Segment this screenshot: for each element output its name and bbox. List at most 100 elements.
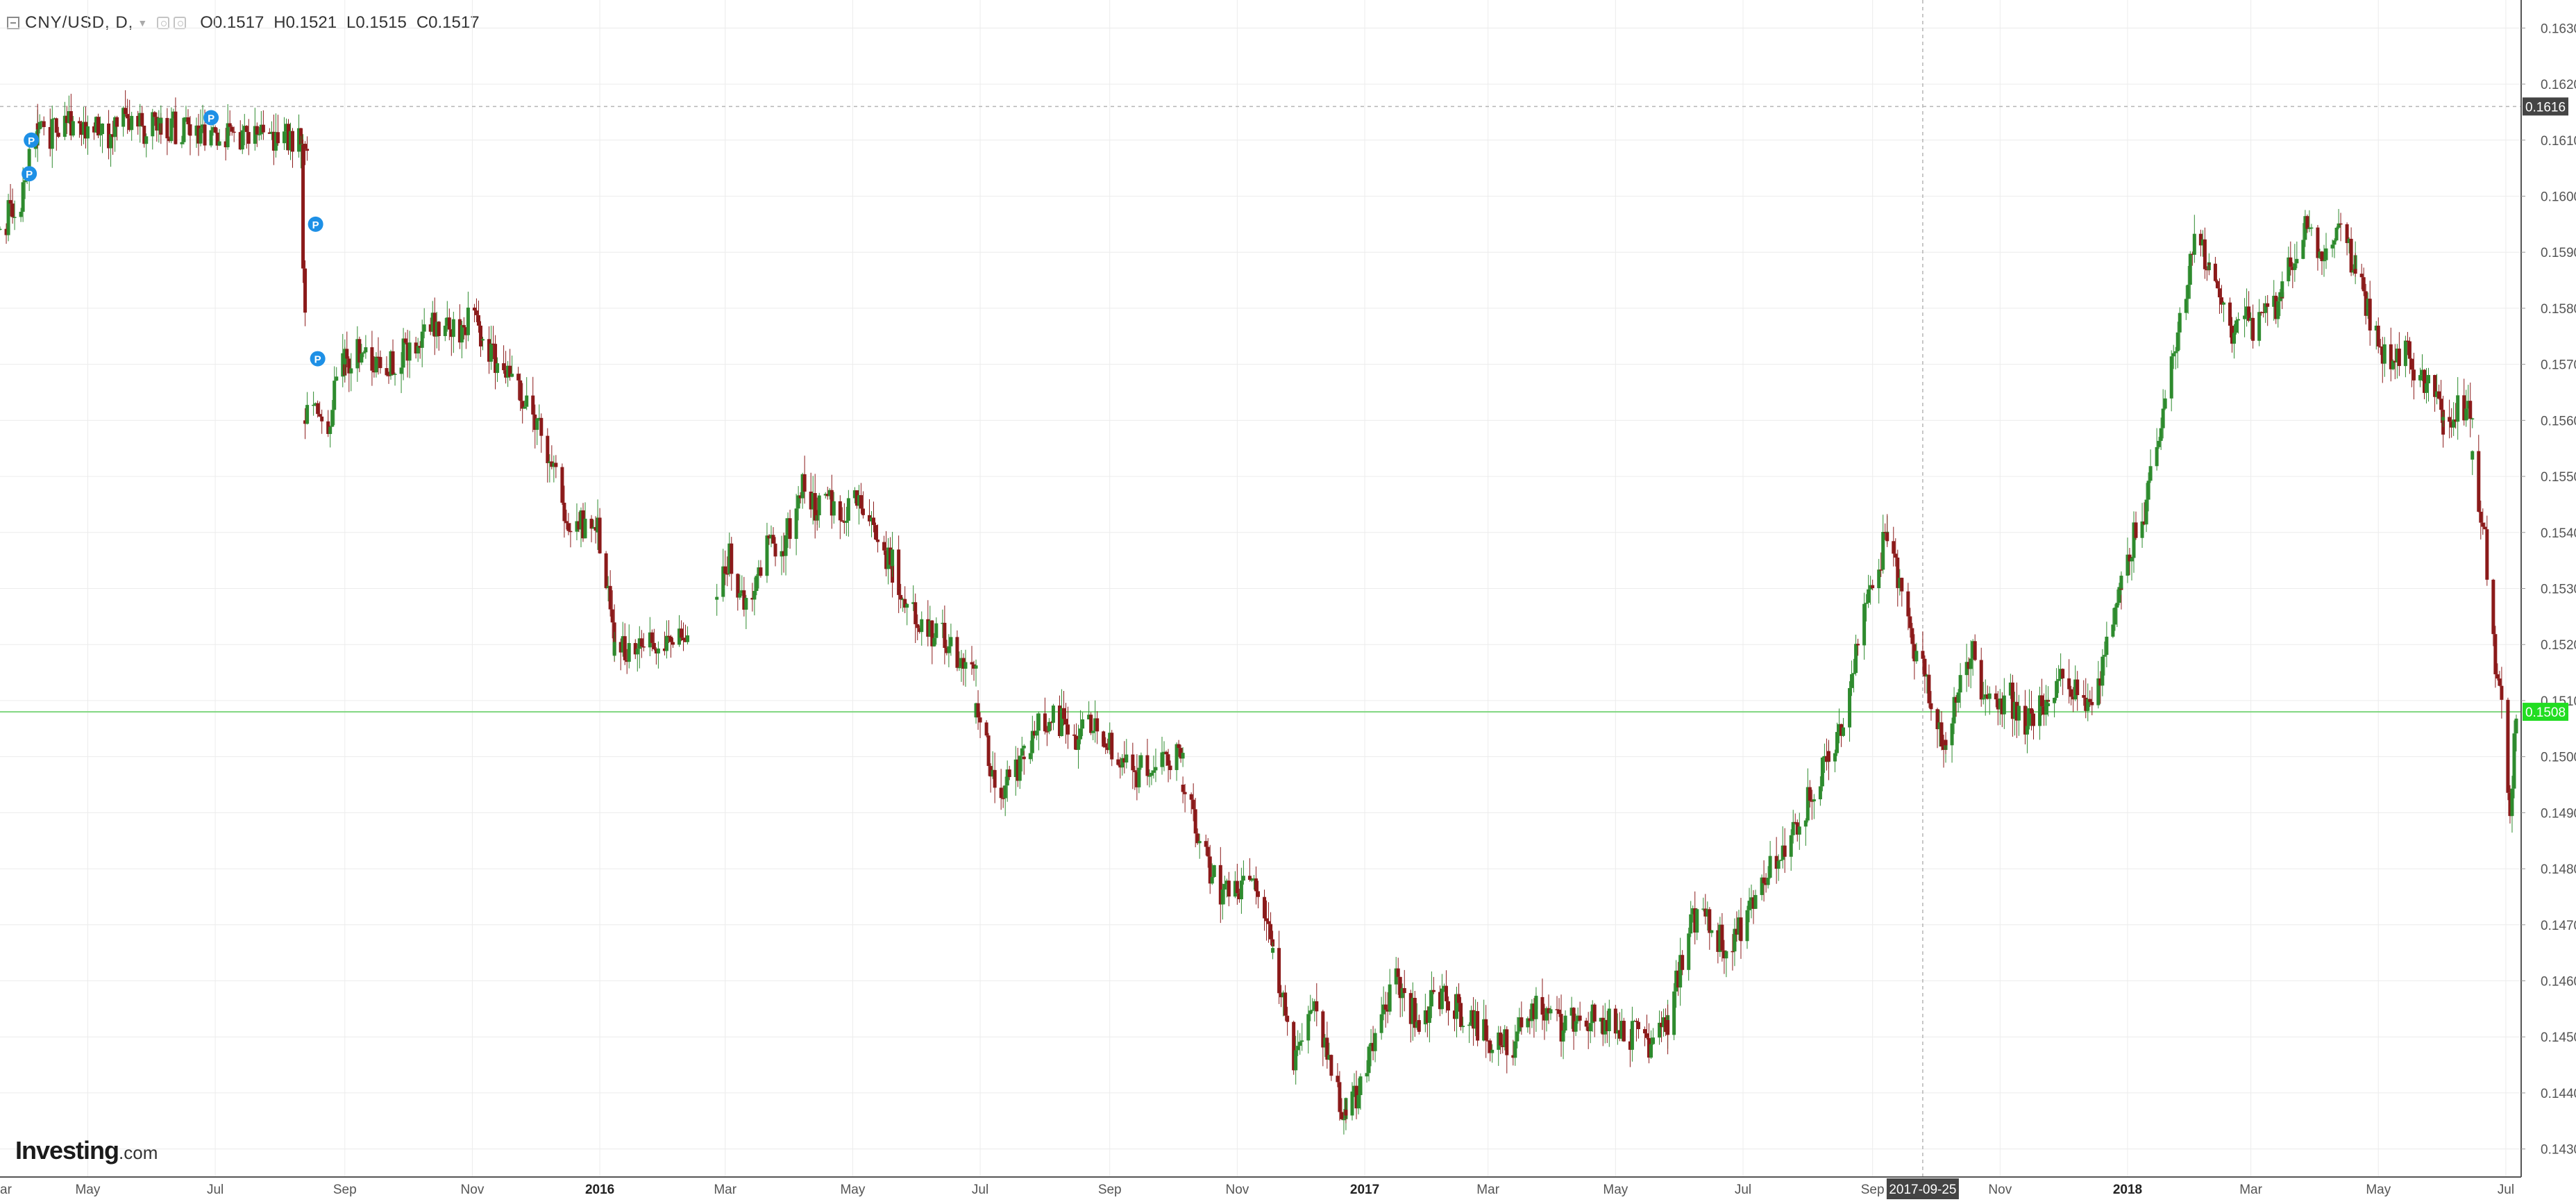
time-axis[interactable]: ar May Jul Sep Nov 2016 Mar May Jul Sep Nov 2017 Mar… bbox=[0, 1183, 2514, 1197]
candle-body bbox=[167, 138, 171, 142]
candle-body bbox=[305, 405, 310, 424]
candle-body bbox=[107, 123, 111, 149]
candle-body bbox=[1751, 897, 1756, 909]
candle-body bbox=[2014, 701, 2019, 721]
chevron-down-icon[interactable]: ▼ bbox=[137, 17, 148, 28]
candle-body bbox=[1864, 603, 1869, 604]
settings-icon[interactable] bbox=[157, 17, 170, 29]
candle-body bbox=[974, 703, 978, 718]
candle-body bbox=[2483, 526, 2487, 530]
collapse-legend-icon[interactable] bbox=[7, 17, 19, 29]
candle-body bbox=[1549, 1009, 1553, 1014]
event-marker[interactable]: P bbox=[310, 351, 326, 367]
candle-body bbox=[1795, 822, 1799, 835]
candle-body bbox=[1803, 820, 1808, 827]
candle-body bbox=[2000, 698, 2004, 715]
candle-body bbox=[1894, 553, 1898, 558]
candle-body bbox=[288, 131, 292, 151]
candle-body bbox=[1051, 706, 1055, 723]
candle-body bbox=[1455, 994, 1459, 1019]
event-markers[interactable]: P P P P P bbox=[22, 110, 326, 367]
candle-body bbox=[1774, 855, 1778, 869]
candle-body bbox=[1497, 1032, 1501, 1050]
candle-body bbox=[1542, 1015, 1547, 1021]
symbol-label[interactable]: CNY/USD, D, bbox=[25, 13, 134, 32]
candle-body bbox=[2025, 726, 2029, 735]
candle-body bbox=[1396, 968, 1400, 977]
candle-body bbox=[2144, 499, 2148, 525]
event-marker[interactable]: P bbox=[203, 110, 219, 126]
candle-body bbox=[648, 632, 652, 648]
candle-body bbox=[525, 395, 529, 407]
candle-body bbox=[370, 347, 374, 371]
candle-body bbox=[2347, 238, 2351, 244]
candle-body bbox=[1183, 792, 1187, 794]
event-marker[interactable]: P bbox=[308, 216, 323, 232]
candle-body bbox=[1689, 914, 1693, 934]
candle-body bbox=[1687, 933, 1691, 970]
x-tick-label: Mar bbox=[2239, 1183, 2262, 1197]
candle-body bbox=[378, 357, 382, 369]
candle-body bbox=[1745, 910, 1749, 942]
x-tick-label: May bbox=[2366, 1183, 2391, 1197]
event-marker[interactable]: P bbox=[22, 166, 37, 182]
candle-body bbox=[1848, 687, 1852, 728]
candle-body bbox=[623, 636, 627, 660]
candle-body bbox=[1693, 908, 1697, 933]
candle-body bbox=[2142, 521, 2146, 525]
candle-body bbox=[474, 310, 478, 315]
candle-body bbox=[2243, 315, 2247, 319]
candle-body bbox=[2450, 421, 2454, 428]
candle-body bbox=[385, 368, 389, 376]
candle-body bbox=[1131, 754, 1135, 771]
candle-body bbox=[2205, 269, 2209, 271]
candle-body bbox=[224, 141, 228, 148]
candle-body bbox=[2411, 369, 2416, 381]
eye-icon[interactable] bbox=[174, 17, 187, 29]
candle-body bbox=[2420, 369, 2424, 376]
candle-body bbox=[56, 133, 60, 137]
candle-body bbox=[1749, 897, 1753, 901]
candle-body bbox=[1306, 1014, 1311, 1041]
candle-body bbox=[435, 322, 439, 337]
candle-body bbox=[2427, 375, 2431, 384]
candle-body bbox=[232, 131, 236, 133]
event-marker[interactable]: P bbox=[24, 132, 40, 148]
y-tick-label: 0.1630 bbox=[2541, 22, 2576, 36]
candle-body bbox=[2128, 554, 2132, 562]
candle-body bbox=[320, 416, 324, 421]
candle-body bbox=[1079, 728, 1083, 740]
candle-body bbox=[52, 118, 56, 119]
candle-body bbox=[1505, 1029, 1509, 1055]
candle-body bbox=[1222, 883, 1227, 890]
candle-body bbox=[521, 401, 525, 409]
candle-body bbox=[2481, 522, 2485, 527]
candle-body bbox=[1561, 1030, 1565, 1042]
candle-body bbox=[1034, 731, 1038, 736]
candle-body bbox=[1642, 1029, 1647, 1034]
candle-body bbox=[2264, 303, 2268, 313]
candle-body bbox=[1921, 651, 1925, 659]
candle-body bbox=[2096, 678, 2101, 706]
candle-body bbox=[1490, 1049, 1495, 1053]
candle-body bbox=[686, 635, 690, 642]
candle-body bbox=[71, 121, 75, 136]
candle-body bbox=[2324, 248, 2328, 260]
x-tick-label: Sep bbox=[1861, 1183, 1885, 1197]
candle-body bbox=[1166, 754, 1170, 766]
candle-body bbox=[1457, 994, 1461, 1003]
candle-body bbox=[809, 491, 813, 510]
candle-body bbox=[457, 319, 462, 343]
x-tick-label: Jul bbox=[2498, 1183, 2514, 1197]
candle-body bbox=[1181, 785, 1185, 792]
candle-body bbox=[2351, 270, 2355, 273]
candle-body bbox=[466, 307, 470, 335]
candle-body bbox=[2119, 576, 2123, 589]
candle-body bbox=[2405, 340, 2409, 342]
candle-body bbox=[297, 128, 301, 152]
candle-body bbox=[2349, 238, 2353, 273]
